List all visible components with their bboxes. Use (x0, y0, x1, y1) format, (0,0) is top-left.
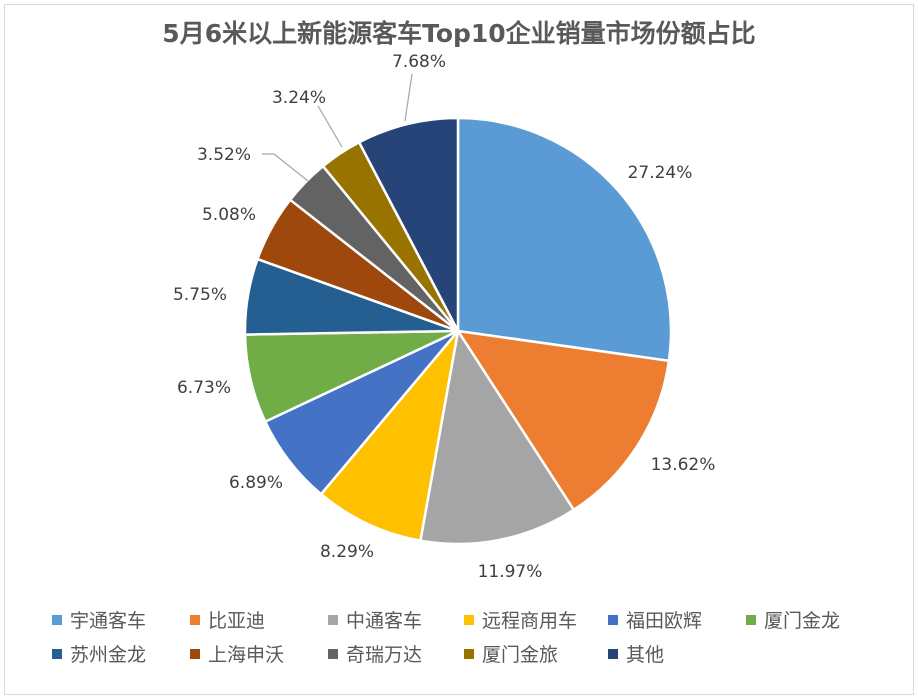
legend-swatch (328, 648, 338, 659)
legend-swatch (190, 614, 200, 625)
legend-swatch (328, 614, 338, 625)
pie-slice-4 (319, 329, 460, 542)
legend-label: 比亚迪 (208, 610, 266, 632)
legend-item: 福田欧辉 (608, 608, 702, 634)
data-label-9: 3.52% (197, 145, 251, 165)
legend-item: 远程商用车 (464, 608, 577, 634)
legend-swatch (190, 648, 200, 659)
legend-label: 奇瑞万达 (346, 644, 423, 666)
pie-slice-1 (456, 116, 673, 363)
pie-slice-2 (456, 329, 671, 512)
legend-swatch (608, 614, 618, 625)
legend-item: 上海申沃 (190, 642, 284, 668)
leader-line-9 (262, 153, 309, 182)
legend-item: 其他 (608, 642, 664, 668)
legend-swatch (464, 648, 474, 659)
legend-item: 奇瑞万达 (328, 642, 422, 668)
leader-line-10 (317, 105, 343, 148)
pie-slice-3 (419, 329, 575, 546)
data-label-5: 6.89% (229, 473, 283, 493)
data-label-2: 13.62% (651, 455, 716, 475)
data-label-6: 6.73% (177, 378, 231, 398)
legend-item: 比亚迪 (190, 608, 265, 634)
data-label-3: 11.97% (478, 562, 543, 582)
legend-item: 中通客车 (328, 608, 422, 634)
legend-label: 中通客车 (346, 610, 423, 632)
data-label-11: 7.68% (392, 52, 446, 72)
leader-line-11 (404, 73, 413, 122)
data-label-4: 8.29% (320, 542, 374, 562)
data-label-8: 5.08% (202, 205, 256, 225)
legend-swatch (608, 648, 618, 659)
legend-item: 厦门金旅 (464, 642, 558, 668)
chart-title: 5月6米以上新能源客车Top10企业销量市场份额占比 (162, 19, 756, 48)
legend-item: 宇通客车 (52, 608, 146, 634)
legend-label: 厦门金龙 (764, 610, 841, 632)
legend-label: 远程商用车 (482, 610, 578, 632)
legend-label: 厦门金旅 (482, 644, 559, 666)
pie-slice-11 (357, 116, 460, 333)
legend-item: 厦门金龙 (746, 608, 840, 634)
legend-swatch (464, 614, 474, 625)
data-label-10: 3.24% (272, 88, 326, 108)
legend-label: 苏州金龙 (70, 644, 147, 666)
legend-swatch (52, 648, 62, 659)
legend-label: 上海申沃 (208, 644, 285, 666)
legend-label: 福田欧辉 (626, 610, 703, 632)
legend-swatch (52, 614, 62, 625)
legend-swatch (746, 614, 756, 625)
data-label-7: 5.75% (173, 285, 227, 305)
legend-item: 苏州金龙 (52, 642, 146, 668)
legend-label: 宇通客车 (70, 610, 147, 632)
legend-label: 其他 (626, 644, 665, 666)
data-label-1: 27.24% (628, 163, 693, 183)
